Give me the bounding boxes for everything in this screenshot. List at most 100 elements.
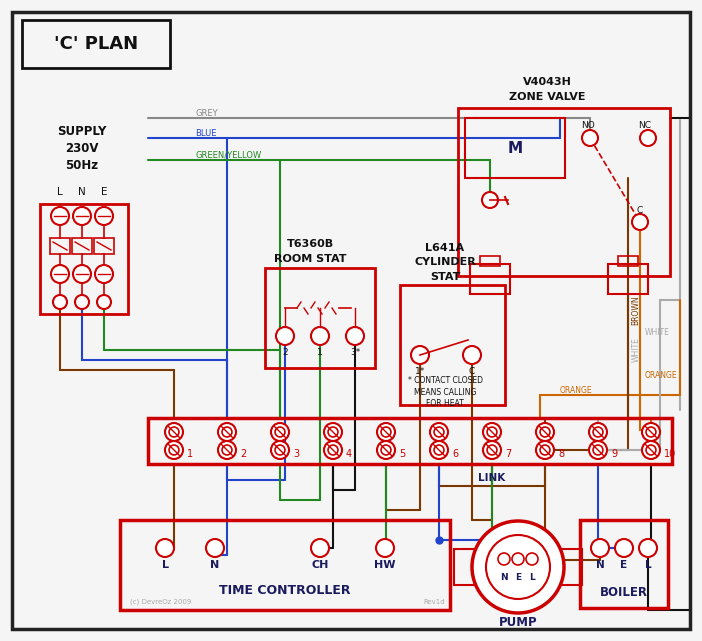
Text: (c) DevreOz 2009: (c) DevreOz 2009 bbox=[130, 599, 192, 605]
Circle shape bbox=[376, 539, 394, 557]
Circle shape bbox=[165, 423, 183, 441]
Circle shape bbox=[156, 539, 174, 557]
Text: 8: 8 bbox=[558, 449, 564, 459]
Circle shape bbox=[324, 441, 342, 459]
Bar bbox=[560, 549, 582, 585]
Text: NC: NC bbox=[639, 121, 651, 129]
Bar bbox=[580, 520, 668, 608]
Text: 1: 1 bbox=[317, 347, 323, 356]
Circle shape bbox=[642, 423, 660, 441]
Bar bbox=[618, 256, 638, 266]
Text: 3: 3 bbox=[293, 449, 299, 459]
Bar bbox=[50, 238, 70, 254]
Text: 7: 7 bbox=[505, 449, 511, 459]
Text: L641A: L641A bbox=[425, 243, 465, 253]
Text: ZONE VALVE: ZONE VALVE bbox=[509, 92, 585, 102]
Circle shape bbox=[512, 553, 524, 565]
Circle shape bbox=[73, 265, 91, 283]
Circle shape bbox=[311, 327, 329, 345]
Circle shape bbox=[51, 207, 69, 225]
Text: E: E bbox=[621, 560, 628, 570]
Circle shape bbox=[589, 423, 607, 441]
Circle shape bbox=[51, 265, 69, 283]
Circle shape bbox=[472, 521, 564, 613]
Circle shape bbox=[95, 265, 113, 283]
Text: BLUE: BLUE bbox=[195, 128, 216, 138]
Text: BROWN: BROWN bbox=[632, 296, 640, 325]
Text: STAT: STAT bbox=[430, 272, 461, 282]
Text: 2: 2 bbox=[240, 449, 246, 459]
Text: C: C bbox=[469, 367, 475, 376]
Circle shape bbox=[95, 207, 113, 225]
Circle shape bbox=[206, 539, 224, 557]
Bar bbox=[72, 238, 92, 254]
Text: BOILER: BOILER bbox=[600, 585, 648, 599]
Text: CH: CH bbox=[311, 560, 329, 570]
Text: N: N bbox=[211, 560, 220, 570]
Text: Rev1d: Rev1d bbox=[423, 599, 445, 605]
Text: TIME CONTROLLER: TIME CONTROLLER bbox=[219, 583, 351, 597]
Circle shape bbox=[276, 327, 294, 345]
Text: 4: 4 bbox=[346, 449, 352, 459]
Bar bbox=[40, 204, 128, 314]
Circle shape bbox=[97, 295, 111, 309]
Bar bbox=[454, 549, 476, 585]
Text: L: L bbox=[644, 560, 651, 570]
Circle shape bbox=[483, 441, 501, 459]
Bar bbox=[22, 20, 170, 68]
Text: ROOM STAT: ROOM STAT bbox=[274, 254, 346, 264]
Circle shape bbox=[589, 441, 607, 459]
Bar bbox=[458, 108, 670, 276]
Text: WHITE: WHITE bbox=[632, 338, 640, 362]
Text: N: N bbox=[595, 560, 604, 570]
Text: SUPPLY
230V
50Hz: SUPPLY 230V 50Hz bbox=[58, 124, 107, 172]
Text: V4043H: V4043H bbox=[522, 77, 571, 87]
Text: LINK: LINK bbox=[478, 473, 505, 483]
Text: 'C' PLAN: 'C' PLAN bbox=[54, 35, 138, 53]
Text: 1*: 1* bbox=[415, 367, 425, 376]
Circle shape bbox=[526, 553, 538, 565]
Circle shape bbox=[615, 539, 633, 557]
Circle shape bbox=[642, 441, 660, 459]
Bar bbox=[148, 418, 672, 464]
Circle shape bbox=[536, 423, 554, 441]
Circle shape bbox=[640, 130, 656, 146]
Text: L: L bbox=[161, 560, 168, 570]
Bar bbox=[608, 264, 648, 294]
Text: L: L bbox=[529, 572, 535, 581]
Text: T6360B: T6360B bbox=[286, 239, 333, 249]
Circle shape bbox=[582, 130, 598, 146]
Bar bbox=[400, 285, 505, 405]
Text: 5: 5 bbox=[399, 449, 405, 459]
Circle shape bbox=[411, 346, 429, 364]
Circle shape bbox=[639, 539, 657, 557]
Circle shape bbox=[271, 423, 289, 441]
Bar bbox=[265, 268, 375, 368]
Circle shape bbox=[377, 423, 395, 441]
Circle shape bbox=[271, 441, 289, 459]
Text: 3*: 3* bbox=[350, 347, 360, 356]
Text: 1: 1 bbox=[187, 449, 193, 459]
Bar bbox=[465, 118, 565, 178]
Circle shape bbox=[346, 327, 364, 345]
Circle shape bbox=[377, 441, 395, 459]
Text: L: L bbox=[57, 187, 63, 197]
Text: CYLINDER: CYLINDER bbox=[414, 257, 476, 267]
Text: WHITE: WHITE bbox=[645, 328, 670, 337]
Circle shape bbox=[53, 295, 67, 309]
Text: 2: 2 bbox=[282, 347, 288, 356]
Circle shape bbox=[591, 539, 609, 557]
Text: N: N bbox=[78, 187, 86, 197]
Bar bbox=[120, 520, 450, 610]
Circle shape bbox=[430, 423, 448, 441]
Bar bbox=[480, 256, 500, 266]
Circle shape bbox=[632, 214, 648, 230]
Text: 6: 6 bbox=[452, 449, 458, 459]
Text: * CONTACT CLOSED
MEANS CALLING
FOR HEAT: * CONTACT CLOSED MEANS CALLING FOR HEAT bbox=[407, 376, 482, 408]
Text: GREEN/YELLOW: GREEN/YELLOW bbox=[195, 151, 261, 160]
Circle shape bbox=[482, 192, 498, 208]
Circle shape bbox=[463, 346, 481, 364]
Circle shape bbox=[218, 441, 236, 459]
Text: PUMP: PUMP bbox=[498, 617, 537, 629]
Text: C: C bbox=[637, 206, 643, 215]
